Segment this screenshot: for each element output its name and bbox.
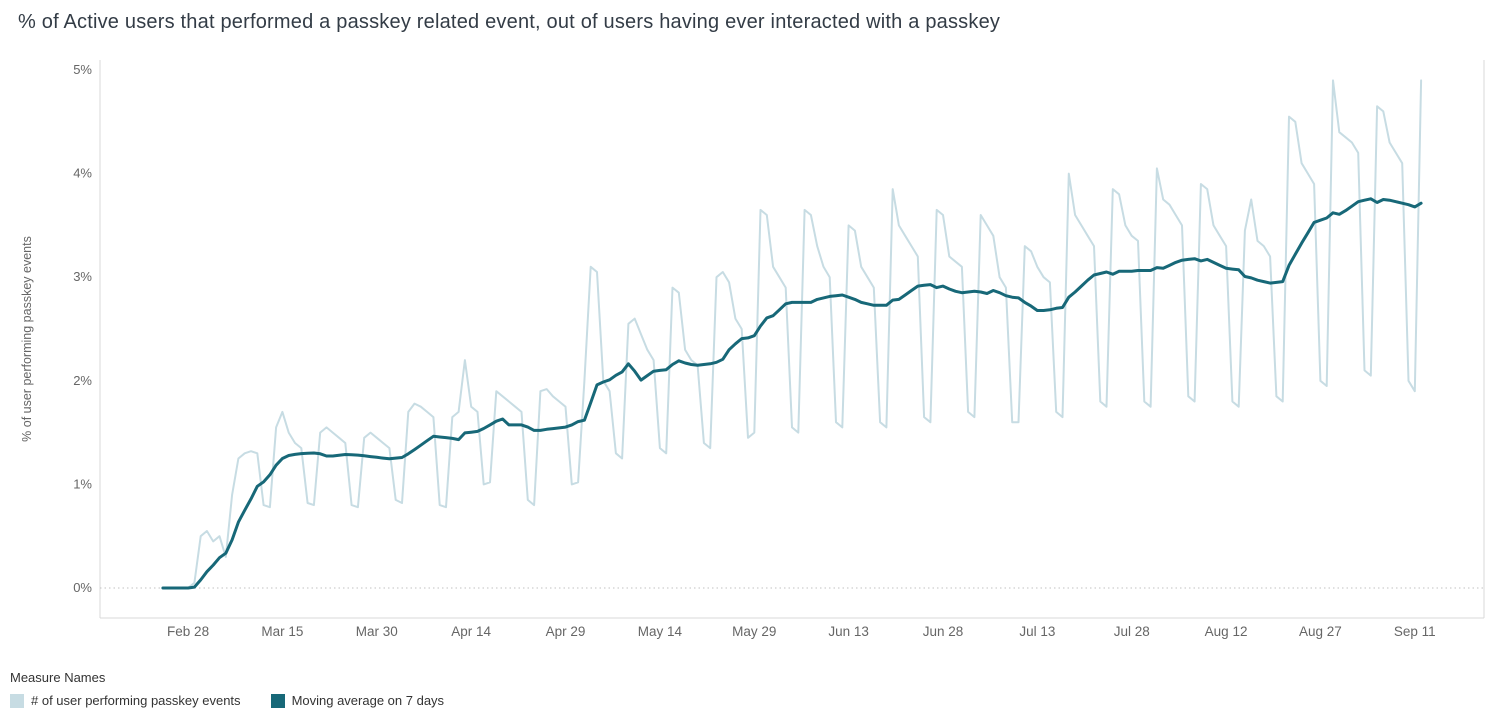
legend-title: Measure Names bbox=[10, 670, 106, 685]
y-tick-label: 4% bbox=[73, 166, 92, 181]
legend-swatch-icon bbox=[10, 693, 24, 708]
daily-series-line bbox=[161, 79, 1423, 589]
x-tick-label: Apr 29 bbox=[546, 624, 586, 639]
x-tick-label: Apr 14 bbox=[451, 624, 491, 639]
x-tick-label: May 29 bbox=[732, 624, 776, 639]
y-tick-label: 0% bbox=[73, 580, 92, 595]
legend-swatch-icon bbox=[270, 693, 285, 708]
x-tick-label: Mar 30 bbox=[356, 624, 398, 639]
moving-average-line bbox=[161, 197, 1423, 590]
legend: Measure Names # of user performing passk… bbox=[0, 660, 1500, 721]
legend-items: # of user performing passkey events Movin… bbox=[10, 693, 1500, 708]
y-tick-label: 5% bbox=[73, 62, 92, 77]
y-axis-label: % of user performing passkey events bbox=[20, 236, 34, 442]
x-tick-label: Sep 11 bbox=[1394, 624, 1436, 639]
y-tick-label: 2% bbox=[73, 373, 92, 388]
x-tick-label: Jul 28 bbox=[1114, 624, 1150, 639]
x-tick-label: Jun 13 bbox=[828, 624, 869, 639]
x-tick-label: Jun 28 bbox=[923, 624, 964, 639]
legend-item[interactable]: Moving average on 7 days bbox=[270, 693, 445, 708]
legend-item-label: Moving average on 7 days bbox=[291, 693, 445, 708]
y-tick-label: 3% bbox=[73, 269, 92, 284]
x-tick-label: Feb 28 bbox=[167, 624, 209, 639]
x-tick-label: Mar 15 bbox=[261, 624, 303, 639]
y-tick-label: 1% bbox=[73, 476, 92, 491]
x-tick-label: Aug 27 bbox=[1299, 624, 1342, 639]
legend-item[interactable]: # of user performing passkey events bbox=[10, 693, 241, 708]
x-tick-label: May 14 bbox=[638, 624, 683, 639]
x-tick-label: Jul 13 bbox=[1019, 624, 1055, 639]
line-chart-svg[interactable]: 0% 1% 2% 3% 4% 5% Feb 28 Mar 15 Mar 30 Apr 14 Apr … bbox=[0, 48, 1500, 660]
x-tick-label: Aug 12 bbox=[1205, 624, 1248, 639]
chart-title: % of Active users that performed a passk… bbox=[18, 11, 1001, 33]
legend-item-label: # of user performing passkey events bbox=[31, 693, 241, 708]
chart-area: 0% 1% 2% 3% 4% 5% Feb 28 Mar 15 Mar 30 Apr 14 Apr … bbox=[0, 48, 1500, 660]
